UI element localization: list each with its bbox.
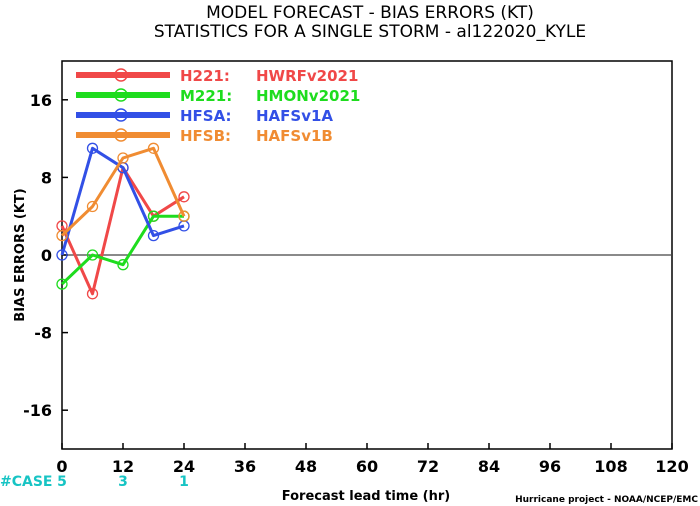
data-point — [56, 229, 68, 242]
series-line — [60, 146, 186, 237]
x-tick-label: 84 — [478, 457, 500, 476]
data-point — [178, 210, 190, 222]
legend-desc: HAFSv1B — [256, 127, 333, 145]
legend-marker — [114, 128, 128, 142]
x-tick-label: 108 — [594, 457, 627, 476]
data-point — [178, 191, 190, 203]
legend-name: HFSB: — [180, 127, 231, 145]
legend-marker — [114, 88, 128, 102]
case-count: 3 — [118, 474, 128, 490]
y-tick-label: -16 — [23, 401, 52, 420]
credit-text: Hurricane project - NOAA/NCEP/EMC — [515, 495, 698, 505]
data-point — [56, 278, 68, 290]
x-tick-label: 24 — [173, 457, 195, 476]
case-label: #CASE — [0, 474, 53, 490]
legend-marker — [114, 108, 128, 122]
case-count: 1 — [179, 474, 189, 490]
y-axis-label: BIAS ERRORS (KT) — [13, 188, 28, 321]
chart-subtitle: STATISTICS FOR A SINGLE STORM - al122020… — [154, 22, 586, 42]
case-count: 5 — [57, 474, 67, 490]
data-point — [86, 200, 99, 213]
x-axis-label: Forecast lead time (hr) — [282, 489, 450, 504]
x-tick-label: 12 — [112, 457, 134, 476]
series-group — [56, 142, 190, 300]
x-tick-label: 120 — [655, 457, 688, 476]
y-tick-label: 8 — [41, 168, 52, 187]
data-point — [117, 152, 129, 164]
legend-name: M221: — [180, 87, 232, 105]
data-point — [117, 259, 129, 271]
legend-name: H221: — [180, 67, 230, 85]
x-tick-label: 60 — [356, 457, 378, 476]
legend-marker — [114, 68, 128, 82]
x-tick-label: 96 — [539, 457, 561, 476]
data-point — [86, 142, 99, 154]
x-tick-label: 48 — [295, 457, 317, 476]
legend-name: HFSA: — [180, 107, 232, 125]
case-count-row: #CASE 5 3 1 — [0, 474, 189, 490]
x-tick-label: 0 — [56, 457, 67, 476]
legend-desc: HAFSv1A — [256, 107, 333, 125]
series-line — [60, 146, 185, 256]
series-line — [60, 214, 184, 286]
y-tick-label: -8 — [34, 324, 52, 343]
legend-desc: HMONv2021 — [256, 87, 360, 105]
x-axis-ticks: 0 12 24 36 48 60 72 84 96 108 120 — [56, 443, 689, 476]
data-point — [56, 249, 68, 261]
y-axis-ticks: 16 8 0 -8 -16 — [23, 91, 68, 420]
x-tick-label: 72 — [417, 457, 439, 476]
y-tick-label: 0 — [41, 246, 52, 265]
data-point — [86, 288, 99, 300]
data-point — [86, 249, 99, 261]
legend-desc: HWRFv2021 — [256, 67, 358, 85]
chart-title: MODEL FORECAST - BIAS ERRORS (KT) — [206, 3, 534, 23]
y-tick-label: 16 — [30, 91, 52, 110]
data-point — [147, 142, 160, 154]
data-point — [147, 210, 160, 222]
data-point — [147, 229, 160, 242]
x-tick-label: 36 — [234, 457, 256, 476]
legend: H221: HWRFv2021 M221: HMONv2021 HFSA: HAFSv1A… — [76, 67, 360, 145]
